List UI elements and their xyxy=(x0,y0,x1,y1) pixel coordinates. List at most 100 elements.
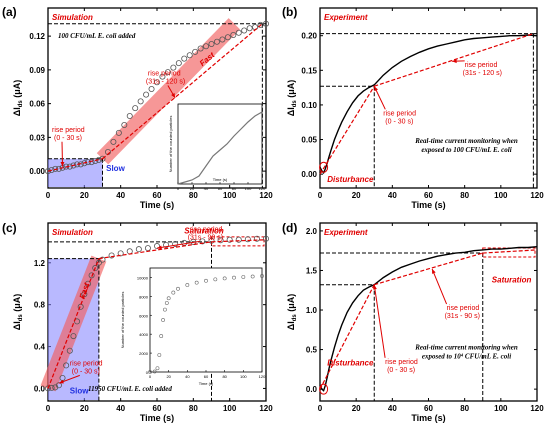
panel-label: (c) xyxy=(2,221,17,235)
plot-frame xyxy=(319,222,538,402)
data-point xyxy=(217,237,224,244)
panel-1: (a)0 20 40 60 80 100 1200.000.030.060.090.12Ti… xyxy=(2,5,273,210)
period-2-arrow xyxy=(431,268,448,305)
condition-annotation: 11950 CFU/mL E. coli added xyxy=(88,385,172,393)
data-point xyxy=(213,38,220,45)
data-point xyxy=(170,64,177,71)
inset-y-tick-label: 6000 xyxy=(139,313,149,318)
period-2-arrow-head xyxy=(432,268,436,274)
inset-data-point xyxy=(159,334,164,338)
data-point xyxy=(186,52,193,59)
data-point xyxy=(117,250,124,257)
inset-data-point xyxy=(232,275,236,280)
data-point xyxy=(246,25,253,32)
y-tick-label: 0.5 xyxy=(306,346,318,355)
inset-y-tick-label: 0 xyxy=(146,370,149,375)
data-point xyxy=(52,165,59,172)
data-point xyxy=(48,384,55,391)
inset-data-point xyxy=(241,275,246,279)
y-tick-label: 0.06 xyxy=(29,100,45,109)
inset-x-tick-label: 20 xyxy=(166,374,171,379)
data-point xyxy=(70,162,77,169)
y-tick-label: 2.0 xyxy=(306,227,318,236)
inset-x-tick-label: 100 xyxy=(240,374,247,379)
data-point xyxy=(230,32,237,39)
inset-data-point xyxy=(155,366,160,371)
period-1-arrow-head xyxy=(374,86,378,92)
x-tick-label: 60 xyxy=(153,404,162,413)
data-point xyxy=(126,248,133,255)
data-point xyxy=(208,41,215,48)
fit-line xyxy=(47,158,103,172)
period-1-arrow-head xyxy=(58,379,64,384)
mode-label: Experiment xyxy=(324,228,368,237)
data-point xyxy=(241,27,248,34)
period-1-label: rise period xyxy=(385,359,418,366)
x-axis-label: Time (s) xyxy=(140,413,174,423)
x-tick-label: 60 xyxy=(424,191,433,200)
period-1-arrow xyxy=(373,284,386,358)
period-2-label: rise period xyxy=(447,305,480,312)
y-axis-label-unit: (μA) xyxy=(286,80,296,101)
mode-label: Simulation xyxy=(52,228,93,237)
monitoring-annotation-line: exposed to 100 CFU/mL E. coli xyxy=(421,146,511,154)
y-axis-label-main: ΔI xyxy=(12,107,22,116)
period-2-label: rise period xyxy=(190,226,223,233)
fit-line xyxy=(482,249,538,254)
inset-data-point xyxy=(176,286,180,291)
x-tick-label: 100 xyxy=(494,191,508,200)
data-point xyxy=(88,159,95,166)
inset-x-tick-label: 60 xyxy=(218,186,223,191)
data-point xyxy=(244,236,251,243)
y-tick-label: 0.0 xyxy=(306,385,318,394)
inset-y-axis-label: Number of the counted particles xyxy=(120,292,125,349)
x-tick-label: 60 xyxy=(153,191,162,200)
y-axis-label: ΔIds (μA) xyxy=(286,294,298,331)
inset-y-tick-label: 10000 xyxy=(137,275,149,280)
inset-y-tick-label: 2000 xyxy=(139,351,149,356)
data-point xyxy=(257,21,264,28)
slow-label: Slow xyxy=(70,387,89,396)
monitoring-annotation-line: Real-time current monitoring when xyxy=(414,344,518,352)
x-tick-label: 100 xyxy=(223,404,237,413)
data-point xyxy=(253,235,260,242)
inset-data-point xyxy=(185,283,190,287)
data-point xyxy=(235,29,242,36)
data-point xyxy=(219,36,226,43)
y-axis-label-unit: (μA) xyxy=(12,294,22,315)
plot-frame xyxy=(319,7,538,189)
y-axis-label-sub: ds xyxy=(292,314,298,322)
data-point xyxy=(132,105,139,112)
x-tick-label: 80 xyxy=(189,191,198,200)
panel-3: (c) 0 20 40 60 80 100 120 0.0 0.4 0.8 1.2 Time (s) ΔI… xyxy=(2,221,273,423)
inset-y-tick-label: 8000 xyxy=(139,294,149,299)
y-tick-label: 0.4 xyxy=(34,343,46,352)
period-2-range: (31s - 90 s) xyxy=(188,234,223,241)
mode-label: Experiment xyxy=(324,13,368,22)
data-point xyxy=(144,245,151,252)
x-tick-label: 40 xyxy=(116,404,125,413)
period-1-range: (0 - 30 s) xyxy=(385,118,413,125)
inset-x-axis-label: Time (s) xyxy=(199,381,214,386)
data-point xyxy=(63,362,70,369)
inset-data-point xyxy=(148,370,152,374)
period-1-label: rise period xyxy=(70,360,103,367)
x-axis-label: Time (s) xyxy=(140,200,174,210)
inset-data-point xyxy=(204,278,208,283)
data-point xyxy=(126,113,133,120)
inset-x-tick-label: 120 xyxy=(259,374,266,379)
y-axis-label-main: ΔI xyxy=(286,321,296,330)
x-tick-label: 40 xyxy=(116,191,125,200)
data-point xyxy=(181,239,188,246)
fit-line xyxy=(102,23,263,160)
disturbance-label: Disturbance xyxy=(327,175,374,184)
x-tick-label: 0 xyxy=(46,191,51,200)
inset-data-point xyxy=(166,296,171,301)
data-line xyxy=(319,34,538,175)
data-point xyxy=(164,69,171,76)
inset-y-tick-label: 4000 xyxy=(139,332,149,337)
inset-x-axis-label: Time (s) xyxy=(213,177,228,182)
data-point xyxy=(203,43,210,50)
data-point xyxy=(197,45,204,52)
